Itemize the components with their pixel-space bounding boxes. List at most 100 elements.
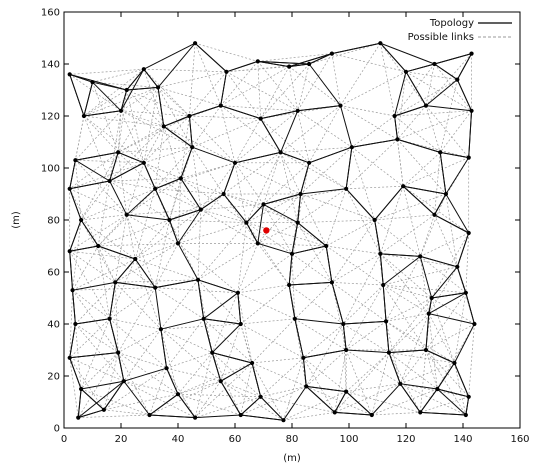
sensor-node xyxy=(435,386,440,392)
topology-link xyxy=(379,42,407,73)
possible-link xyxy=(180,115,190,179)
possible-link xyxy=(226,71,261,119)
topology-link xyxy=(251,362,262,397)
possible-link xyxy=(303,357,336,413)
legend-label-possible-links: Possible links xyxy=(408,32,474,43)
possible-link xyxy=(75,159,127,216)
sensor-node xyxy=(258,116,263,121)
topology-link xyxy=(445,193,470,234)
topology-link xyxy=(303,349,347,359)
possible-link xyxy=(257,53,332,62)
sensor-node xyxy=(79,217,84,223)
possible-link xyxy=(115,282,162,330)
possible-link xyxy=(143,162,181,179)
possible-link xyxy=(351,146,404,187)
possible-link xyxy=(434,214,458,267)
possible-link xyxy=(326,219,375,247)
sensor-node xyxy=(452,360,457,366)
possible-link xyxy=(374,193,447,221)
topology-link xyxy=(237,292,242,325)
possible-link xyxy=(120,110,164,127)
possible-link xyxy=(92,68,144,83)
possible-link xyxy=(69,251,110,319)
topology-link xyxy=(78,409,105,419)
possible-link xyxy=(345,352,390,392)
possible-link xyxy=(343,323,390,353)
possible-link xyxy=(405,71,458,80)
possible-link xyxy=(220,105,298,112)
topology-link xyxy=(394,105,427,117)
possible-link xyxy=(83,87,159,117)
possible-link xyxy=(400,362,455,385)
topology-link xyxy=(289,63,310,68)
topology-link xyxy=(456,266,467,293)
possible-link xyxy=(425,63,435,106)
topology-link xyxy=(425,313,430,351)
possible-link xyxy=(80,219,136,260)
possible-link xyxy=(134,188,156,260)
topology-link xyxy=(69,245,99,252)
possible-link xyxy=(126,89,190,117)
possible-link xyxy=(115,243,179,283)
y-tick-label: 140 xyxy=(41,60,60,71)
sensor-node xyxy=(187,113,192,119)
possible-link xyxy=(400,383,467,416)
possible-link xyxy=(117,89,128,153)
sensor-node xyxy=(287,64,292,69)
sensor-node xyxy=(369,412,374,418)
possible-link xyxy=(237,243,259,293)
topology-link xyxy=(342,323,347,351)
topology-link xyxy=(92,81,122,112)
possible-link xyxy=(246,222,327,247)
topology-link xyxy=(157,87,165,127)
possible-link xyxy=(380,253,432,299)
possible-link xyxy=(431,297,455,364)
possible-link xyxy=(123,380,196,418)
possible-link xyxy=(194,380,222,418)
topology-link xyxy=(163,115,190,127)
possible-link xyxy=(425,323,475,351)
possible-link xyxy=(163,126,236,164)
possible-link xyxy=(169,219,247,223)
topology-link xyxy=(211,323,242,353)
possible-link xyxy=(257,61,298,112)
possible-link xyxy=(437,323,475,390)
possible-link xyxy=(126,209,201,216)
sensor-node xyxy=(201,316,206,321)
topology-link xyxy=(117,151,144,164)
topology-link xyxy=(177,243,199,281)
sensor-node xyxy=(378,41,383,46)
sensor-node xyxy=(426,311,431,316)
possible-link xyxy=(308,105,341,163)
possible-link xyxy=(177,380,221,395)
possible-link xyxy=(351,115,395,148)
sensor-node xyxy=(466,230,471,236)
possible-link xyxy=(425,105,441,153)
sensor-node xyxy=(261,202,266,207)
topology-link xyxy=(260,118,282,153)
topology-link xyxy=(72,281,116,291)
topology-link xyxy=(405,63,435,73)
topology-link xyxy=(263,193,301,205)
topology-link xyxy=(280,110,299,153)
y-tick-label: 20 xyxy=(47,372,60,383)
possible-link xyxy=(303,323,344,359)
topology-link xyxy=(436,362,455,390)
topology-link xyxy=(345,147,353,189)
possible-link xyxy=(114,214,128,283)
possible-link xyxy=(434,157,470,215)
possible-link xyxy=(420,396,469,413)
topology-link xyxy=(388,352,401,384)
topology-link xyxy=(456,53,472,80)
possible-link xyxy=(251,362,284,421)
possible-link xyxy=(98,219,170,247)
topology-link xyxy=(75,151,119,161)
topology-link xyxy=(245,222,259,244)
possible-link xyxy=(297,110,353,148)
possible-link xyxy=(134,219,170,260)
possible-link xyxy=(117,115,190,153)
sensor-node xyxy=(289,251,295,256)
possible-link xyxy=(394,110,472,117)
x-tick-label: 100 xyxy=(339,434,358,445)
possible-link xyxy=(419,214,435,257)
